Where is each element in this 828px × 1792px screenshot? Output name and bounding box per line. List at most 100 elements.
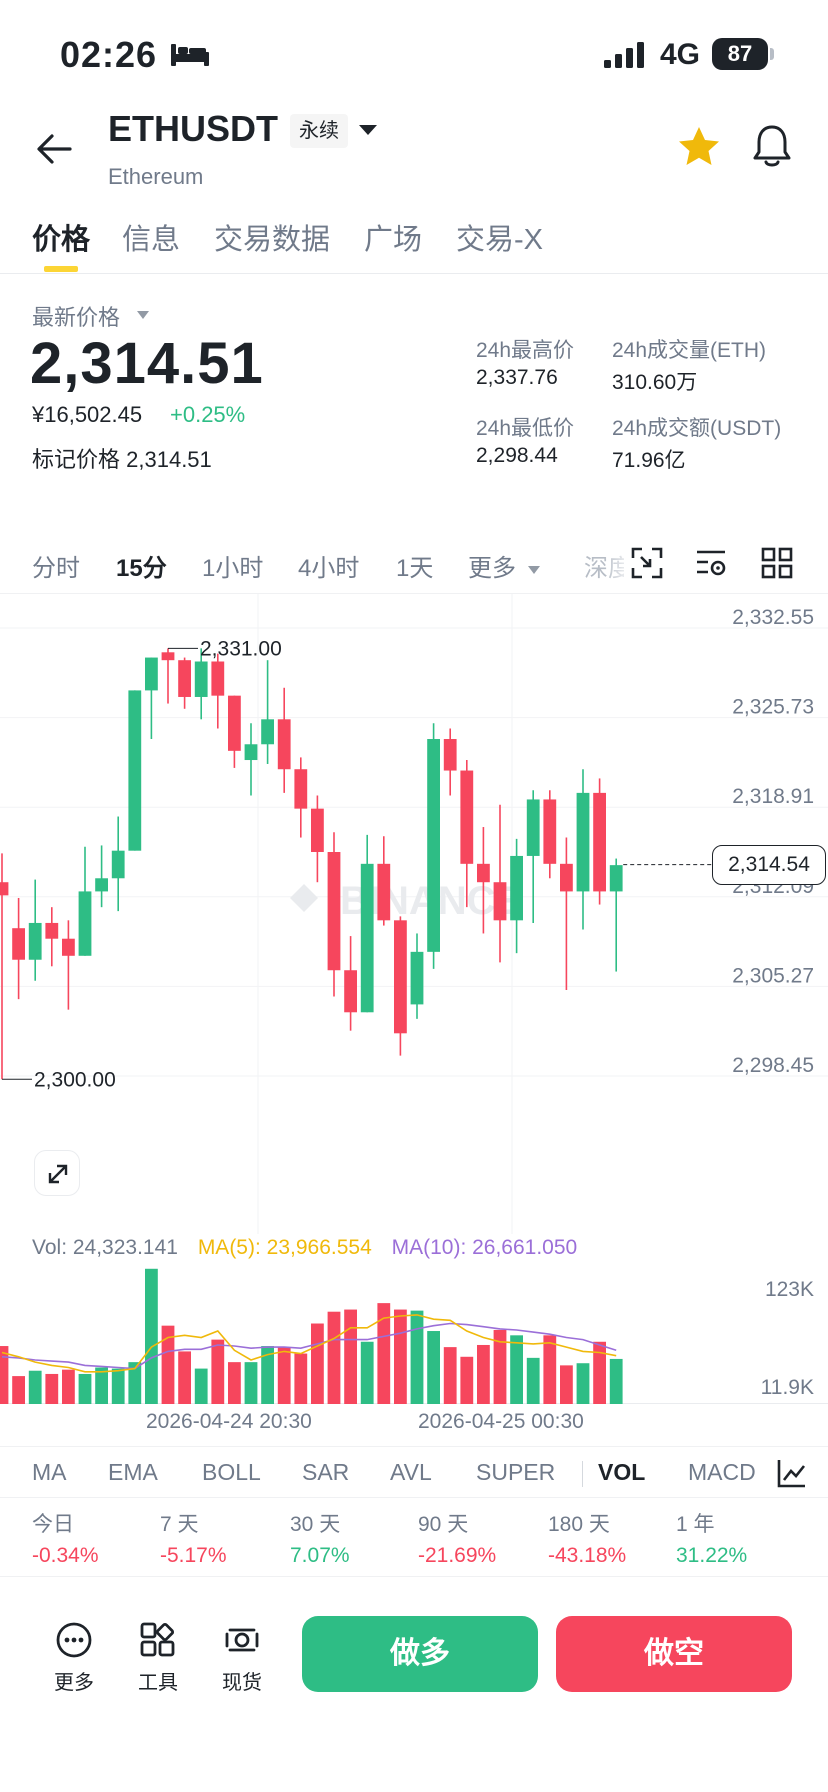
volume-bar xyxy=(211,1339,225,1404)
interval-more[interactable]: 更多 xyxy=(468,548,541,583)
volume-bar xyxy=(178,1351,191,1404)
mark-price: 标记价格 2,314.51 xyxy=(32,442,212,474)
grid-layout-icon[interactable] xyxy=(760,546,794,580)
interval-1h[interactable]: 1小时 xyxy=(202,555,264,582)
price-axis-label: 2,298.45 xyxy=(732,1054,814,1077)
candlestick-chart[interactable]: BINANCE2,332.552,325.732,318.912,312.092… xyxy=(0,594,828,1234)
caret-down-icon xyxy=(527,565,540,574)
volume-bar xyxy=(62,1369,75,1404)
volume-bar xyxy=(576,1363,590,1404)
candle-body xyxy=(111,850,125,879)
divider xyxy=(0,1576,828,1577)
volume-bar xyxy=(394,1309,407,1404)
candle-body xyxy=(477,863,490,883)
indicator-vol[interactable]: VOL xyxy=(598,1459,646,1485)
high-24h-label: 24h最高价 xyxy=(476,339,575,362)
candle-body xyxy=(609,865,623,892)
volume-chart[interactable] xyxy=(0,1266,828,1404)
candle-body xyxy=(12,928,25,960)
indicator-avl[interactable]: AVL xyxy=(390,1459,432,1485)
candle-body xyxy=(161,652,175,661)
open-short-button[interactable]: 做空 xyxy=(556,1616,792,1692)
last-price-tag: 2,314.54 xyxy=(712,844,826,885)
candle-body xyxy=(344,970,357,1013)
volume-bar xyxy=(45,1373,59,1404)
favorite-star-icon[interactable] xyxy=(676,124,722,170)
indicator-super[interactable]: SUPER xyxy=(476,1459,556,1485)
volume-bar xyxy=(111,1368,125,1404)
mark-price-label: 标记价格 xyxy=(32,447,121,472)
volume-bar xyxy=(443,1347,457,1404)
indicator-ema[interactable]: EMA xyxy=(108,1459,158,1485)
back-arrow-icon[interactable] xyxy=(30,124,80,174)
tab-price[interactable]: 价格 xyxy=(32,224,91,256)
tab-trading-data[interactable]: 交易数据 xyxy=(214,224,331,256)
volume-value: Vol: 24,323.141 xyxy=(32,1236,178,1259)
volume-bar xyxy=(261,1346,274,1404)
volume-bar xyxy=(0,1346,9,1404)
candle-body xyxy=(145,657,158,691)
volume-bar xyxy=(161,1325,175,1404)
low-24h-value: 2,298.44 xyxy=(476,444,558,467)
interval-timeline[interactable]: 分时 xyxy=(32,555,80,582)
volume-bar xyxy=(294,1353,308,1404)
expand-icon xyxy=(48,1164,68,1184)
volume-bar xyxy=(493,1329,507,1404)
volume-bar xyxy=(526,1357,540,1404)
tab-square[interactable]: 广场 xyxy=(364,224,423,256)
more-button[interactable]: 更多 xyxy=(44,1620,104,1695)
open-long-button[interactable]: 做多 xyxy=(302,1616,538,1692)
volume-bar xyxy=(311,1323,324,1404)
candle-body xyxy=(560,863,573,892)
interval-1d[interactable]: 1天 xyxy=(396,555,434,582)
indicator-macd[interactable]: MACD xyxy=(688,1459,756,1485)
alert-bell-icon[interactable] xyxy=(750,122,794,170)
indicator-ma[interactable]: MA xyxy=(32,1459,67,1485)
latest-price-label[interactable]: 最新价格 xyxy=(32,305,121,330)
indicator-sar[interactable]: SAR xyxy=(302,1459,350,1485)
candle-body xyxy=(377,863,391,921)
perf-label: 7 天 xyxy=(160,1513,199,1536)
spot-label: 现货 xyxy=(222,1672,262,1694)
symbol-title[interactable]: ETHUSDT xyxy=(108,108,278,149)
candle-body xyxy=(526,799,540,856)
volume-ma10: MA(10): 26,661.050 xyxy=(391,1236,578,1259)
candle-body xyxy=(0,882,9,896)
volume-bar xyxy=(410,1310,424,1404)
tools-button[interactable]: 工具 xyxy=(128,1620,188,1695)
signal-icon xyxy=(604,42,644,68)
volume-bar xyxy=(360,1341,374,1404)
interval-15m[interactable]: 15分 xyxy=(116,555,167,582)
chart-analysis-icon[interactable] xyxy=(776,1457,808,1489)
volume-usdt-label: 24h成交额(USDT) xyxy=(612,417,782,440)
interval-4h[interactable]: 4小时 xyxy=(298,555,360,582)
volume-bar xyxy=(277,1347,291,1404)
indicator-boll[interactable]: BOLL xyxy=(202,1459,261,1485)
symbol-dropdown-icon[interactable] xyxy=(356,118,380,142)
spot-button[interactable]: 现货 xyxy=(212,1620,272,1695)
volume-bar xyxy=(560,1365,573,1404)
perf-label: 1 年 xyxy=(676,1513,715,1536)
perf-value: 7.07% xyxy=(290,1544,350,1567)
volume-eth-value: 310.60万 xyxy=(612,371,698,394)
high-marker-label: 2,331.00 xyxy=(200,637,282,660)
spot-icon xyxy=(225,1628,259,1652)
indicator-settings-icon[interactable] xyxy=(694,546,728,580)
candle-body xyxy=(178,660,191,697)
volume-bar xyxy=(477,1344,490,1404)
interval-selector: 分时 15分 1小时 4小时 1天 更多 深度 xyxy=(0,532,828,594)
candle-body xyxy=(460,770,474,864)
candle-body xyxy=(427,739,440,952)
volume-bar xyxy=(12,1376,25,1404)
caret-down-icon[interactable] xyxy=(136,310,150,320)
candle-body xyxy=(128,690,142,851)
volume-bar xyxy=(128,1362,142,1404)
tools-icon xyxy=(140,1622,175,1657)
chart-mode-icon[interactable] xyxy=(630,546,664,580)
volume-usdt-value: 71.96亿 xyxy=(612,449,686,472)
tab-info[interactable]: 信息 xyxy=(122,224,181,256)
candle-body xyxy=(493,882,507,921)
fullscreen-button[interactable] xyxy=(34,1150,80,1196)
tab-trade-x[interactable]: 交易-X xyxy=(456,224,544,256)
low-24h-label: 24h最低价 xyxy=(476,417,575,440)
